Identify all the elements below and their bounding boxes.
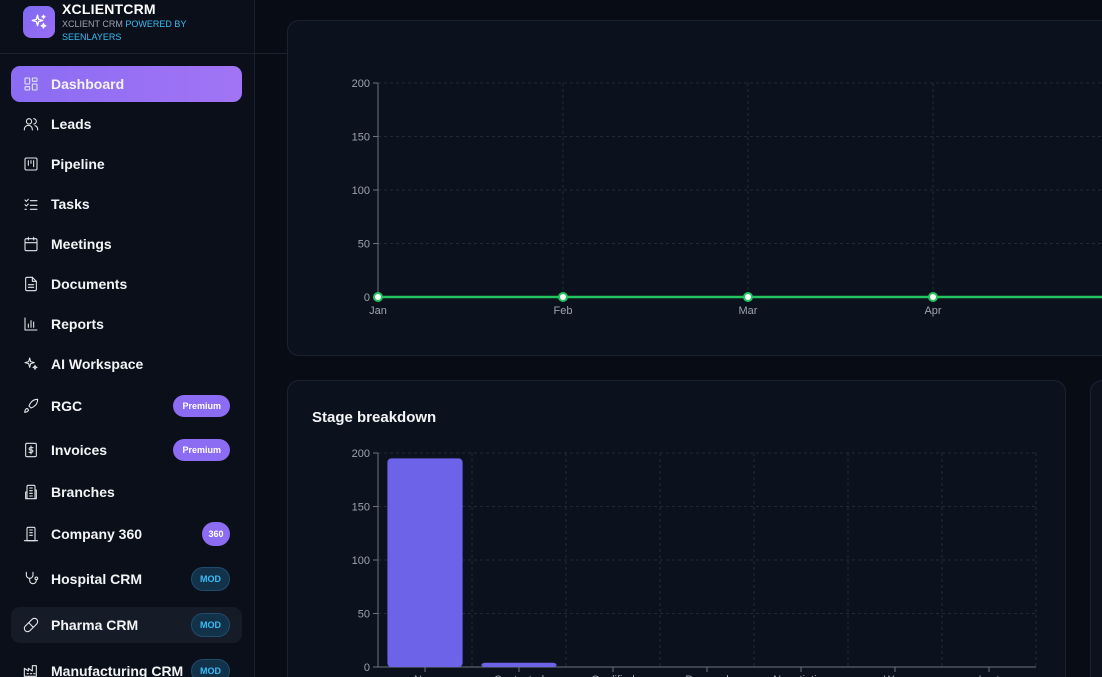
nav-label: Hospital CRM bbox=[51, 571, 142, 587]
y-tick-label: 200 bbox=[352, 78, 370, 90]
factory-icon bbox=[23, 663, 39, 677]
mod-badge: MOD bbox=[191, 567, 230, 591]
nav-item-invoices[interactable]: Invoices Premium bbox=[11, 432, 242, 468]
nav-item-company-360[interactable]: Company 360 360 bbox=[11, 516, 242, 552]
y-tick-label: 0 bbox=[364, 662, 370, 674]
y-tick-label: 100 bbox=[352, 185, 370, 197]
brand-subtitle: XCLIENT CRM POWERED BY SEENLAYERS bbox=[62, 18, 212, 44]
nav-label: Meetings bbox=[51, 236, 112, 252]
y-tick-label: 200 bbox=[352, 448, 370, 460]
y-tick-label: 50 bbox=[358, 239, 370, 251]
bar-chart: 0 50 100 150 200 New Contacted Qualified Proposa… bbox=[352, 448, 1037, 677]
mod-badge: MOD bbox=[191, 659, 230, 677]
nav-item-pharma-crm[interactable]: Pharma CRM MOD bbox=[11, 607, 242, 643]
nav-item-rgc[interactable]: RGC Premium bbox=[11, 388, 242, 424]
brand-sub-highlight: POWERED BY SEENLAYERS bbox=[62, 19, 187, 42]
bar bbox=[481, 662, 557, 667]
side-card-partial bbox=[1090, 380, 1102, 677]
company-360-badge: 360 bbox=[202, 522, 230, 546]
y-tick-label: 150 bbox=[352, 502, 370, 514]
company-icon bbox=[23, 526, 39, 542]
nav-item-documents[interactable]: Documents bbox=[11, 266, 242, 302]
x-tick-label: Negotiation bbox=[773, 674, 829, 677]
nav-label: Pharma CRM bbox=[51, 617, 139, 633]
nav-item-manufacturing-crm[interactable]: Manufacturing CRM MOD bbox=[11, 653, 242, 677]
x-tick-label: Contacted bbox=[494, 674, 544, 677]
x-tick-label: Jan bbox=[369, 305, 387, 317]
nav-item-pipeline[interactable]: Pipeline bbox=[11, 146, 242, 182]
nav-item-reports[interactable]: Reports bbox=[11, 306, 242, 342]
nav-item-tasks[interactable]: Tasks bbox=[11, 186, 242, 222]
kanban-icon bbox=[23, 156, 39, 172]
nav-label: Branches bbox=[51, 484, 115, 500]
mod-badge: MOD bbox=[191, 613, 230, 637]
pill-icon bbox=[23, 617, 39, 633]
x-tick-label: Mar bbox=[739, 305, 758, 317]
nav-label: Manufacturing CRM bbox=[51, 663, 184, 677]
rocket-icon bbox=[23, 398, 39, 414]
data-point bbox=[928, 292, 938, 302]
y-tick-label: 100 bbox=[352, 555, 370, 567]
brand-name: XCLIENTCRM bbox=[62, 1, 156, 17]
nav-item-dashboard[interactable]: Dashboard bbox=[11, 66, 242, 102]
nav-label: Reports bbox=[51, 316, 104, 332]
x-tick-label: Apr bbox=[924, 305, 941, 317]
nav-label: Leads bbox=[51, 116, 92, 132]
brand-header: XCLIENTCRM XCLIENT CRM POWERED BY SEENLA… bbox=[0, 0, 255, 54]
nav-label: Company 360 bbox=[51, 526, 143, 542]
premium-badge: Premium bbox=[173, 439, 230, 461]
x-tick-label: New bbox=[414, 674, 436, 677]
sparkles-logo-icon[interactable] bbox=[23, 6, 55, 38]
nav-label: RGC bbox=[51, 398, 83, 414]
bar-chart-icon bbox=[23, 316, 39, 332]
grid-icon bbox=[23, 76, 39, 92]
nav-label: Invoices bbox=[51, 442, 108, 458]
nav-label: Documents bbox=[51, 276, 128, 292]
building-icon bbox=[23, 484, 39, 500]
stethoscope-icon bbox=[23, 571, 39, 587]
x-tick-label: Proposal bbox=[685, 674, 728, 677]
data-point bbox=[558, 292, 568, 302]
y-tick-label: 0 bbox=[364, 292, 370, 304]
nav-item-branches[interactable]: Branches bbox=[11, 474, 242, 510]
document-icon bbox=[23, 276, 39, 292]
brand-sub-prefix: XCLIENT CRM bbox=[62, 19, 123, 29]
x-tick-label: Feb bbox=[554, 305, 573, 317]
stage-breakdown-card: Stage breakdown 0 50 100 150 200 New Contacted… bbox=[287, 380, 1066, 677]
premium-badge: Premium bbox=[173, 395, 230, 417]
x-tick-label: Lost bbox=[979, 674, 1000, 677]
stage-breakdown-title: Stage breakdown bbox=[312, 409, 437, 426]
x-tick-label: Won bbox=[884, 674, 906, 677]
nav-label: Tasks bbox=[51, 196, 90, 212]
x-tick-label: Qualified bbox=[591, 674, 634, 677]
line-chart: 0 50 100 150 200 Jan Feb Mar Apr bbox=[352, 78, 1102, 317]
y-tick-label: 50 bbox=[358, 609, 370, 621]
nav-label: AI Workspace bbox=[51, 356, 144, 372]
data-point bbox=[743, 292, 753, 302]
nav-item-meetings[interactable]: Meetings bbox=[11, 226, 242, 262]
bar bbox=[387, 458, 463, 667]
nav-item-ai-workspace[interactable]: AI Workspace bbox=[11, 346, 242, 382]
data-point bbox=[373, 292, 383, 302]
trend-chart-card: 0 50 100 150 200 Jan Feb Mar Apr bbox=[287, 20, 1102, 356]
calendar-icon bbox=[23, 236, 39, 252]
sparkles-icon bbox=[23, 356, 39, 372]
checklist-icon bbox=[23, 196, 39, 212]
nav-item-hospital-crm[interactable]: Hospital CRM MOD bbox=[11, 561, 242, 597]
nav-label: Dashboard bbox=[51, 76, 125, 92]
nav-item-leads[interactable]: Leads bbox=[11, 106, 242, 142]
invoice-icon bbox=[23, 442, 39, 458]
sidebar: XCLIENTCRM XCLIENT CRM POWERED BY SEENLA… bbox=[0, 0, 255, 677]
nav-label: Pipeline bbox=[51, 156, 105, 172]
y-tick-label: 150 bbox=[352, 132, 370, 144]
users-icon bbox=[23, 116, 39, 132]
